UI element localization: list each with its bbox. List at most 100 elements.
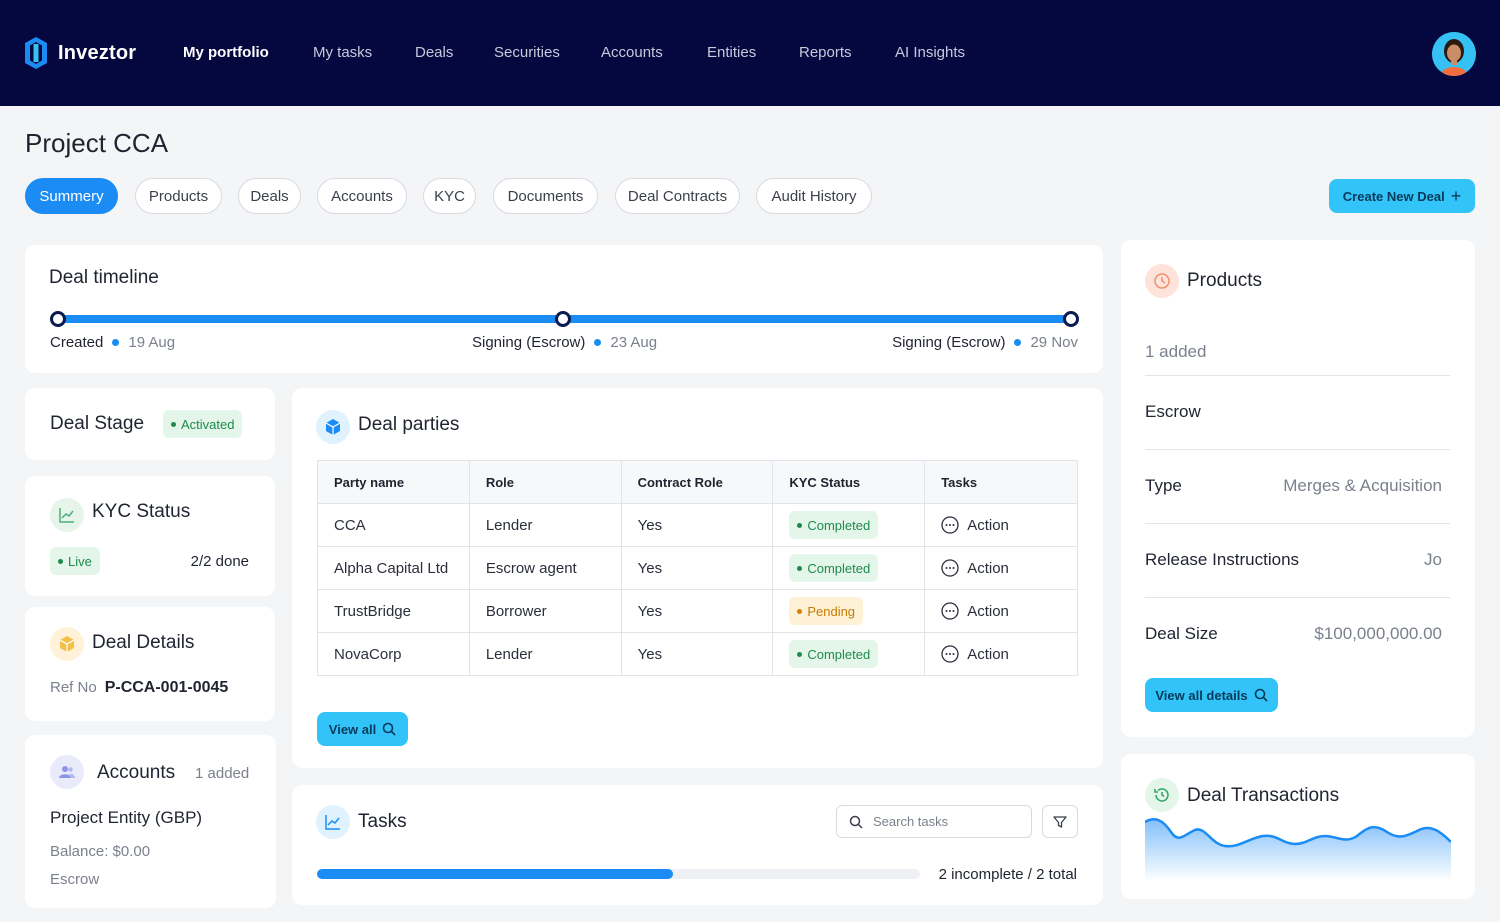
page-title: Project CCA — [25, 128, 169, 158]
party-name: Alpha Capital Ltd — [317, 546, 470, 590]
party-role: Escrow agent — [468, 546, 622, 590]
products-title: Products — [1187, 270, 1262, 291]
nav-reports[interactable]: Reports — [799, 44, 852, 61]
party-kyc-status: Completed — [772, 632, 926, 676]
dot-icon — [797, 651, 803, 657]
avatar-icon — [1432, 32, 1476, 76]
create-new-deal-button[interactable]: Create New Deal + — [1329, 179, 1475, 213]
deal-transactions-title: Deal Transactions — [1187, 785, 1340, 806]
action-button[interactable]: Action — [941, 559, 1061, 577]
timeline-step-label: Signing (Escrow) — [472, 334, 586, 351]
timeline-step-date: 23 Aug — [610, 334, 658, 351]
nav-ai-insights[interactable]: AI Insights — [895, 44, 966, 61]
party-tasks: Action — [924, 503, 1078, 547]
party-contract-role: Yes — [620, 546, 774, 590]
status-badge-label: Live — [68, 553, 92, 569]
more-icon — [941, 602, 959, 620]
accounts-count: 1 added — [195, 765, 250, 782]
action-button[interactable]: Action — [941, 645, 1061, 663]
tab-documents[interactable]: Documents — [493, 178, 598, 214]
logo[interactable]: Inveztor — [24, 36, 136, 70]
transactions-sparkline — [1145, 818, 1451, 879]
product-detail-label: Release Instructions — [1145, 550, 1300, 569]
product-detail-label: Type — [1145, 476, 1182, 495]
product-name: Escrow — [1145, 402, 1201, 421]
more-icon — [941, 516, 959, 534]
action-label: Action — [967, 559, 1009, 577]
dot-icon — [112, 339, 120, 346]
deal-details-title: Deal Details — [92, 632, 195, 653]
nav-securities[interactable]: Securities — [494, 44, 560, 61]
status-badge-label: Completed — [807, 560, 871, 576]
party-name: NovaCorp — [317, 632, 470, 676]
nav-deals[interactable]: Deals — [415, 44, 454, 61]
tab-products[interactable]: Products — [135, 178, 222, 214]
tab-audit-history[interactable]: Audit History — [756, 178, 872, 214]
timeline-step-label: Signing (Escrow) — [892, 334, 1006, 351]
chart-line-icon — [50, 498, 84, 532]
column-header: Party name — [317, 460, 470, 504]
column-header: Contract Role — [620, 460, 774, 504]
kyc-progress: 2/2 done — [190, 553, 249, 570]
deal-transactions-card: Deal Transactions — [1121, 754, 1475, 899]
search-icon — [849, 815, 863, 829]
plus-icon: + — [1450, 186, 1462, 206]
timeline-step: Signing (Escrow) 29 Nov — [892, 334, 1078, 351]
status-badge-label: Activated — [181, 416, 235, 432]
view-all-button[interactable]: View all — [317, 712, 408, 746]
nav-entities[interactable]: Entities — [707, 44, 757, 61]
tasks-card: Tasks Search tasks 2 incomplete / 2 tota… — [292, 785, 1103, 905]
tab-kyc[interactable]: KYC — [423, 178, 476, 214]
tab-accounts[interactable]: Accounts — [317, 178, 407, 214]
products-added: 1 added — [1145, 342, 1207, 361]
products-card: Products — [1121, 240, 1475, 737]
status-badge: Completed — [789, 554, 879, 582]
party-tasks: Action — [924, 632, 1078, 676]
table-row: TrustBridge Borrower Yes Pending Action — [317, 589, 1078, 633]
party-name: TrustBridge — [317, 589, 470, 633]
logo-icon — [25, 37, 47, 69]
deal-parties-title: Deal parties — [358, 414, 460, 435]
tab-deals[interactable]: Deals — [238, 178, 301, 214]
timeline-node — [50, 311, 66, 327]
product-detail-value: $100,000,000.00 — [1314, 624, 1442, 643]
nav-my-tasks[interactable]: My tasks — [313, 44, 373, 61]
party-contract-role: Yes — [620, 503, 774, 547]
search-icon — [382, 722, 396, 736]
view-all-details-label: View all details — [1155, 687, 1248, 703]
action-label: Action — [967, 516, 1009, 534]
product-detail-row: Type Merges & Acquisition — [1145, 450, 1450, 524]
deal-stage-title: Deal Stage — [50, 413, 145, 434]
ref-number: Ref No P-CCA-001-0045 — [50, 679, 228, 697]
timeline-step: Signing (Escrow) 23 Aug — [472, 334, 657, 351]
action-button[interactable]: Action — [941, 602, 1061, 620]
nav-accounts[interactable]: Accounts — [601, 44, 663, 61]
chart-line-icon — [316, 805, 350, 839]
filter-button[interactable] — [1042, 805, 1078, 838]
action-label: Action — [967, 645, 1009, 663]
party-kyc-status: Completed — [772, 503, 926, 547]
product-detail-row: Release Instructions Jo — [1145, 524, 1450, 598]
table-header-row: Party name Role Contract Role KYC Status… — [317, 460, 1078, 504]
timeline-node — [1063, 311, 1079, 327]
view-all-details-button[interactable]: View all details — [1145, 678, 1278, 712]
timeline-node — [555, 311, 571, 327]
create-new-deal-label: Create New Deal — [1342, 188, 1445, 204]
kyc-status-title: KYC Status — [92, 501, 191, 522]
timeline-step: Created 19 Aug — [50, 334, 175, 351]
dot-icon — [594, 339, 602, 346]
view-all-label: View all — [328, 721, 377, 737]
clock-icon — [1145, 264, 1179, 298]
user-avatar[interactable] — [1432, 32, 1476, 76]
tab-summery[interactable]: Summery — [25, 178, 118, 214]
tab-deal-contracts[interactable]: Deal Contracts — [615, 178, 740, 214]
column-header: Tasks — [924, 460, 1078, 504]
nav-my-portfolio[interactable]: My portfolio — [183, 44, 269, 61]
action-button[interactable]: Action — [941, 516, 1061, 534]
table-row: NovaCorp Lender Yes Completed Action — [317, 632, 1078, 676]
more-icon — [941, 559, 959, 577]
search-tasks-input[interactable]: Search tasks — [836, 805, 1032, 838]
party-role: Borrower — [468, 589, 622, 633]
account-type: Escrow — [50, 871, 100, 888]
status-badge: Pending — [789, 597, 864, 625]
